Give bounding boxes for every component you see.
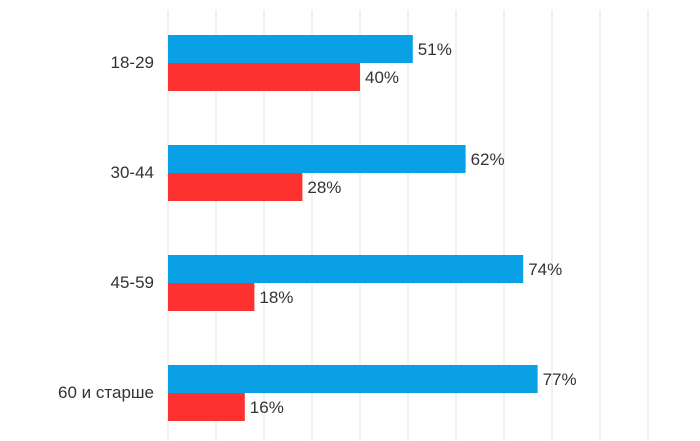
bar-series1-3 bbox=[168, 365, 538, 393]
bar-series2-1 bbox=[168, 173, 303, 201]
bar-series1-1 bbox=[168, 145, 466, 173]
category-label: 60 и старше bbox=[58, 383, 154, 402]
bar-series1-2 bbox=[168, 255, 524, 283]
value-label: 40% bbox=[365, 68, 399, 87]
bar-series2-3 bbox=[168, 393, 245, 421]
category-label: 18-29 bbox=[111, 53, 154, 72]
category-label: 30-44 bbox=[111, 163, 154, 182]
value-label: 16% bbox=[250, 398, 284, 417]
bar-series2-0 bbox=[168, 63, 360, 91]
bar-series1-0 bbox=[168, 35, 413, 63]
category-label: 45-59 bbox=[111, 273, 154, 292]
value-label: 18% bbox=[259, 288, 293, 307]
value-label: 74% bbox=[528, 260, 562, 279]
value-label: 51% bbox=[418, 40, 452, 59]
labels: 18-29 51% 40% 30-44 62% 28% 45-59 74% 18% 60 и ст… bbox=[58, 40, 577, 417]
bar-series2-2 bbox=[168, 283, 255, 311]
value-label: 28% bbox=[307, 178, 341, 197]
bars bbox=[168, 35, 538, 421]
value-label: 77% bbox=[543, 370, 577, 389]
value-label: 62% bbox=[471, 150, 505, 169]
